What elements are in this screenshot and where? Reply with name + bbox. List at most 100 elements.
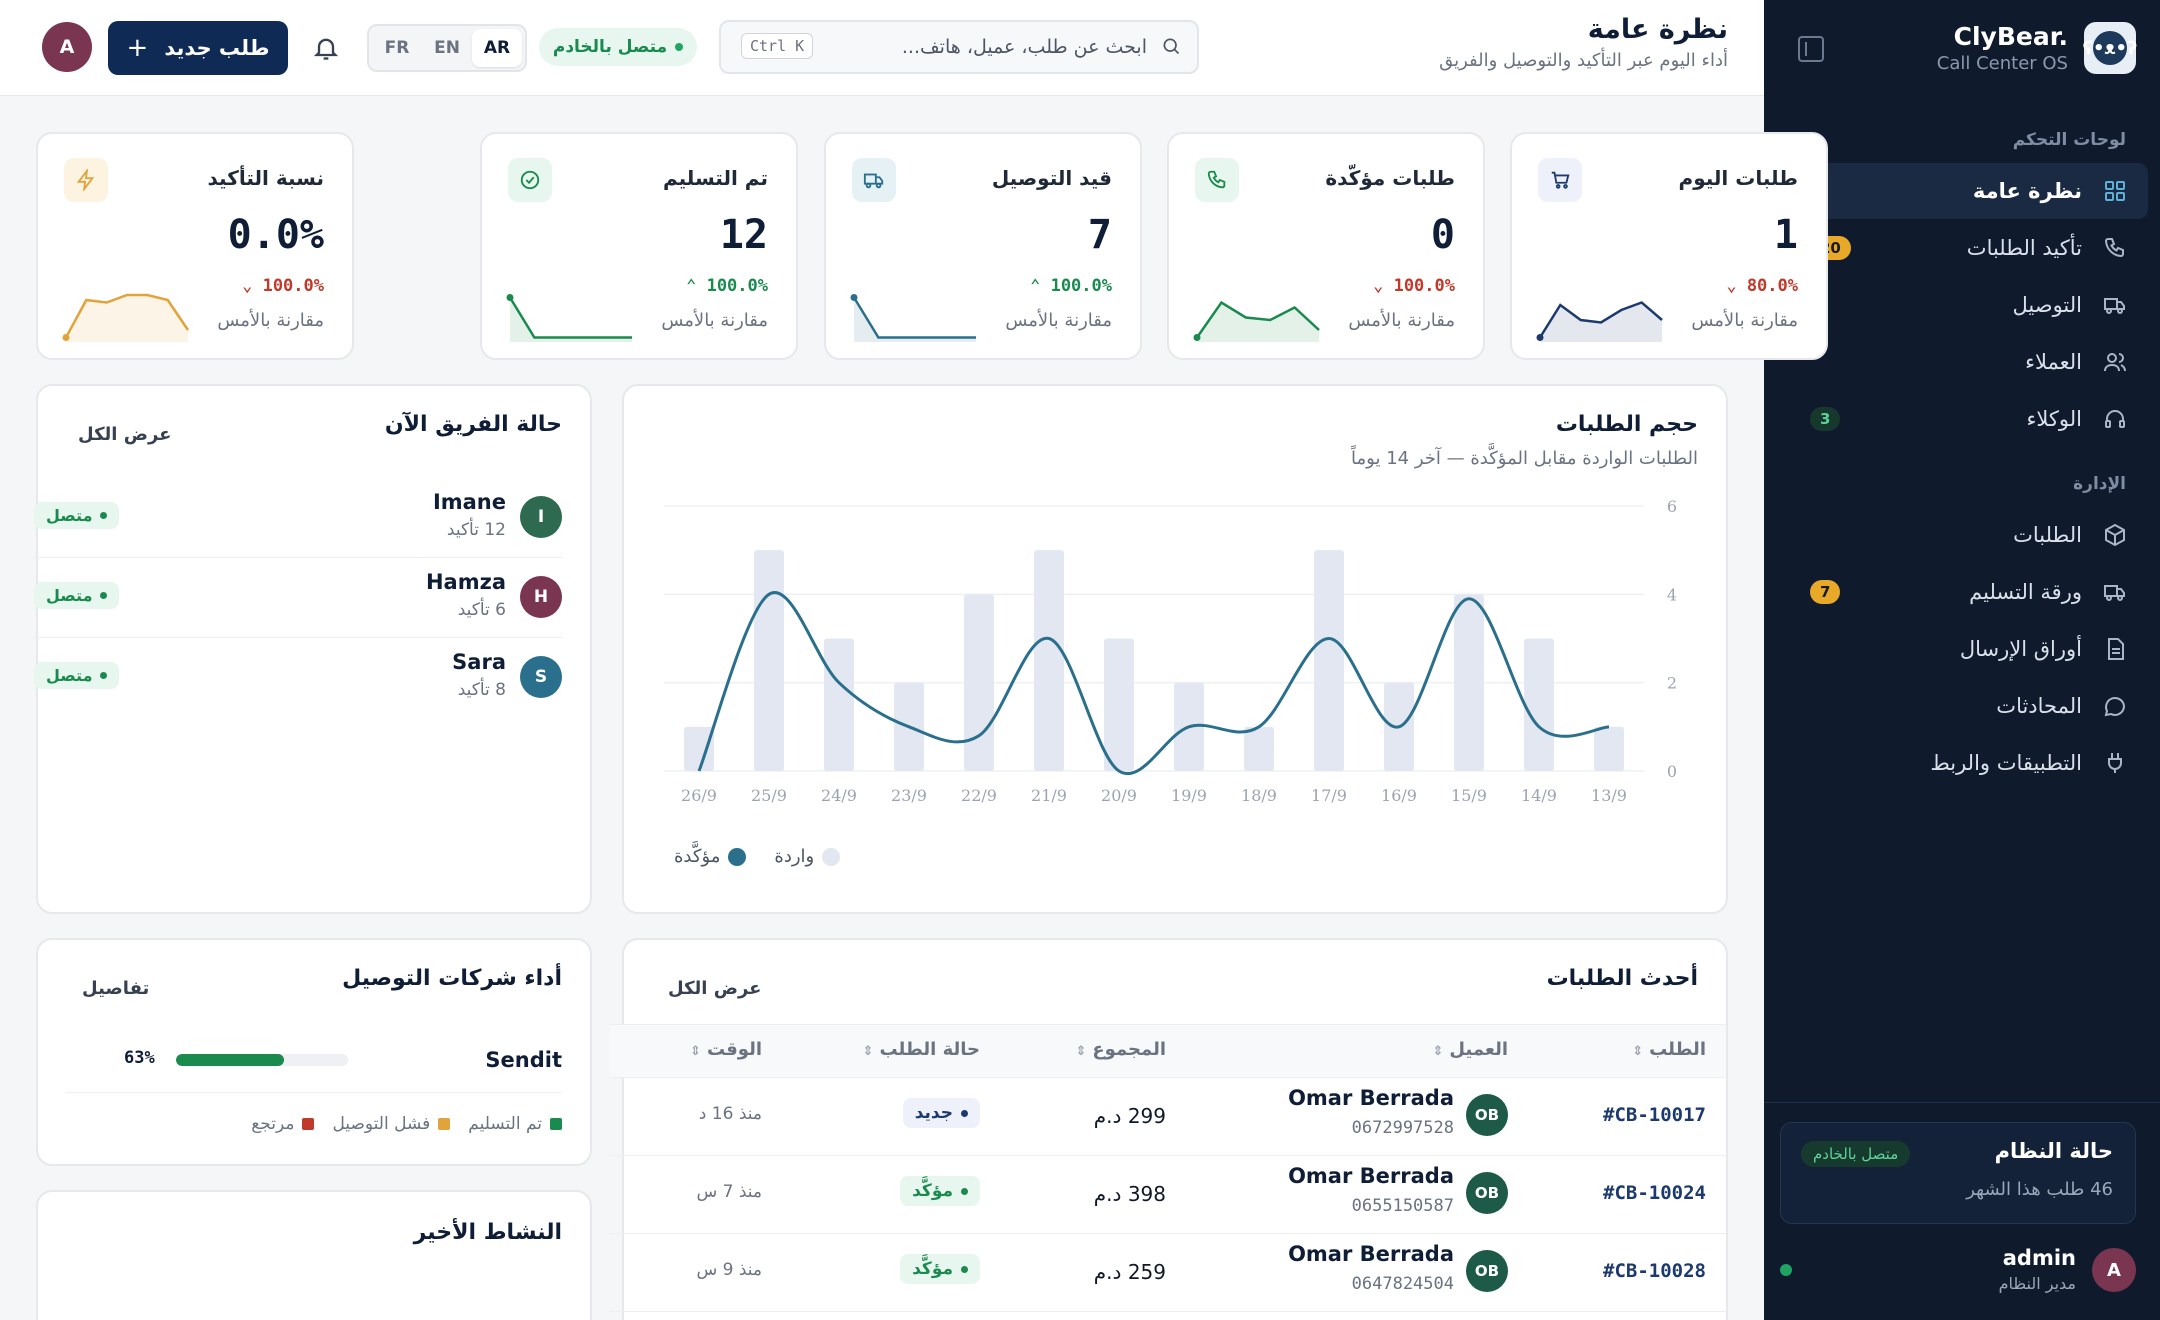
col-total[interactable]: المجموع <box>1075 1039 1166 1060</box>
page-subtitle: أداء اليوم عبر التأكيد والتوصيل والفريق <box>1439 50 1728 71</box>
bell-icon[interactable] <box>312 34 340 62</box>
x-tick-label: 18/9 <box>1241 786 1277 805</box>
online-status-badge: متصل <box>34 582 120 609</box>
search-placeholder: ابحث عن طلب، عميل، هاتف... <box>901 36 1147 58</box>
sidebar-item-delivery-sheet[interactable]: ورقة التسليم 7 <box>1790 564 2148 620</box>
member-confirmations: 12 تأكيد <box>446 520 506 540</box>
courier-percent: 63% <box>124 1048 155 1068</box>
kpi-delta: ⌃ 100.0% <box>686 276 768 296</box>
user-role: مدير النظام <box>1998 1274 2076 1293</box>
courier-progress-bar <box>176 1054 348 1066</box>
sidebar-item-customers[interactable]: العملاء <box>1790 334 2148 390</box>
brand[interactable]: ʕ•ᴥ•ʔ ClyBear. Call Center OS <box>1937 22 2137 74</box>
lang-ar[interactable]: AR <box>472 29 522 67</box>
kpi-compare-label: مقارنة بالأمس <box>1691 310 1798 331</box>
view-all-link[interactable]: عرض الكل <box>668 978 762 999</box>
y-tick-label: 2 <box>1667 674 1677 693</box>
table-row[interactable]: #CB-10024 OB Omar Berrada 0655150587 398… <box>610 1156 1726 1234</box>
online-dot <box>1780 1264 1792 1276</box>
sparkline-point <box>1536 334 1544 341</box>
nav-section-dashboards: لوحات التحكم <box>2012 130 2126 150</box>
x-tick-label: 23/9 <box>891 786 927 805</box>
details-link[interactable]: تفاصيل <box>82 978 150 999</box>
bar-incoming <box>1034 550 1064 771</box>
x-tick-label: 14/9 <box>1521 786 1557 805</box>
kpi-compare-label: مقارنة بالأمس <box>1005 310 1112 331</box>
x-tick-label: 15/9 <box>1451 786 1487 805</box>
count-badge: 7 <box>1810 580 1841 604</box>
sidebar-item-confirmation[interactable]: تأكيد الطلبات 20 <box>1790 220 2148 276</box>
sidebar-item-conversations[interactable]: المحادثات <box>1790 678 2148 734</box>
col-customer[interactable]: العميل <box>1433 1039 1508 1060</box>
latest-orders-card: أحدث الطلبات عرض الكل الطلب العميل المجم… <box>610 938 1728 1320</box>
plug-icon <box>2102 750 2128 776</box>
team-status-card: حالة الفريق الآن عرض الكل I Imane 12 تأك… <box>34 384 592 914</box>
col-time[interactable]: الوقت <box>690 1039 762 1060</box>
sparkline-line <box>852 296 976 339</box>
table-row[interactable]: #CB-10017 OB Omar Berrada 0672997528 299… <box>610 1078 1726 1156</box>
kpi-delta: ⌃ 100.0% <box>1030 276 1112 296</box>
sidebar-item-agents[interactable]: الوكلاء 3 <box>1790 391 2148 447</box>
courier-legend: تم التسليم فشل التوصيل مرتجع <box>251 1114 562 1134</box>
sidebar-item-integrations[interactable]: التطبيقات والربط <box>1790 735 2148 791</box>
system-status-title: حالة النظام <box>1994 1139 2113 1163</box>
lang-fr[interactable]: FR <box>384 38 410 58</box>
truck-icon <box>2102 579 2128 605</box>
sidebar-item-overview[interactable]: نظرة عامة <box>1785 163 2148 219</box>
sidebar-item-delivery[interactable]: التوصيل <box>1790 277 2148 333</box>
sidebar-item-orders[interactable]: الطلبات <box>1790 507 2148 563</box>
sparkline-line <box>508 296 632 339</box>
users-icon <box>2102 349 2128 375</box>
user-profile[interactable]: A admin مدير النظام <box>1780 1240 2136 1300</box>
server-status-badge: متصل بالخادم <box>1801 1141 1911 1167</box>
divider <box>1764 1102 2160 1103</box>
kpi-title: قيد التوصيل <box>991 166 1112 190</box>
search-input[interactable]: ابحث عن طلب، عميل، هاتف... Ctrl K <box>719 20 1199 74</box>
section-title: حجم الطلبات <box>1555 412 1698 437</box>
collapse-sidebar-icon[interactable] <box>1798 36 1824 62</box>
view-all-link[interactable]: عرض الكل <box>78 424 172 445</box>
x-tick-label: 21/9 <box>1031 786 1067 805</box>
order-total: 259 د.م <box>1093 1260 1166 1284</box>
chevron-down-icon: ⌄ <box>1373 276 1384 296</box>
team-member-row[interactable]: I Imane 12 تأكيد متصل <box>34 478 562 558</box>
bar-incoming <box>754 550 784 771</box>
bar-incoming <box>1244 726 1274 771</box>
orders-volume-card: حجم الطلبات الطلبات الواردة مقابل المؤكَ… <box>622 384 1728 914</box>
kpi-value: 12 <box>719 212 768 258</box>
section-title: النشاط الأخير <box>413 1220 562 1245</box>
bar-incoming <box>824 638 854 771</box>
customer-name: Omar Berrada <box>1288 1086 1454 1110</box>
table-header: الطلب العميل المجموع حالة الطلب الوقت <box>610 1024 1726 1078</box>
col-order[interactable]: الطلب <box>1632 1039 1706 1060</box>
bar-incoming <box>1594 726 1624 771</box>
bar-incoming <box>964 594 994 771</box>
new-order-button[interactable]: طلب جديد + <box>108 21 288 75</box>
table-row[interactable]: #CB-10028 OB Omar Berrada 0647824504 259… <box>610 1234 1726 1312</box>
y-tick-label: 6 <box>1667 497 1677 516</box>
kpi-title: تم التسليم <box>662 166 768 190</box>
kpi-compare-label: مقارنة بالأمس <box>1348 310 1455 331</box>
kpi-card: تم التسليم 12 ⌃ 100.0% مقارنة بالأمس <box>480 132 798 360</box>
team-member-row[interactable]: S Sara 8 تأكيد متصل <box>34 638 562 718</box>
sparkline-line <box>64 293 190 339</box>
order-id[interactable]: #CB-10028 <box>1603 1260 1706 1282</box>
col-status[interactable]: حالة الطلب <box>863 1039 980 1060</box>
team-member-row[interactable]: H Hamza 6 تأكيد متصل <box>34 558 562 638</box>
order-id[interactable]: #CB-10024 <box>1603 1182 1706 1204</box>
legend-item-incoming: واردة <box>774 846 841 867</box>
online-status-badge: متصل <box>34 502 120 529</box>
lang-en[interactable]: EN <box>434 38 460 58</box>
avatar[interactable]: A <box>42 22 92 72</box>
kpi-compare-label: مقارنة بالأمس <box>217 310 324 331</box>
kpi-value: 1 <box>1773 212 1798 258</box>
kpi-card: طلبات اليوم 1 ⌄ 80.0% مقارنة بالأمس <box>1510 132 1828 360</box>
phone-icon <box>2102 235 2128 261</box>
order-id[interactable]: #CB-10017 <box>1603 1104 1706 1126</box>
sparkline-line <box>1538 301 1663 339</box>
sidebar-item-dispatch-sheets[interactable]: أوراق الإرسال <box>1790 621 2148 677</box>
sidebar-item-label: ورقة التسليم <box>1969 580 2082 604</box>
section-title: أداء شركات التوصيل <box>342 966 562 991</box>
courier-name: Sendit <box>485 1048 562 1072</box>
check-circle-icon <box>508 158 552 202</box>
